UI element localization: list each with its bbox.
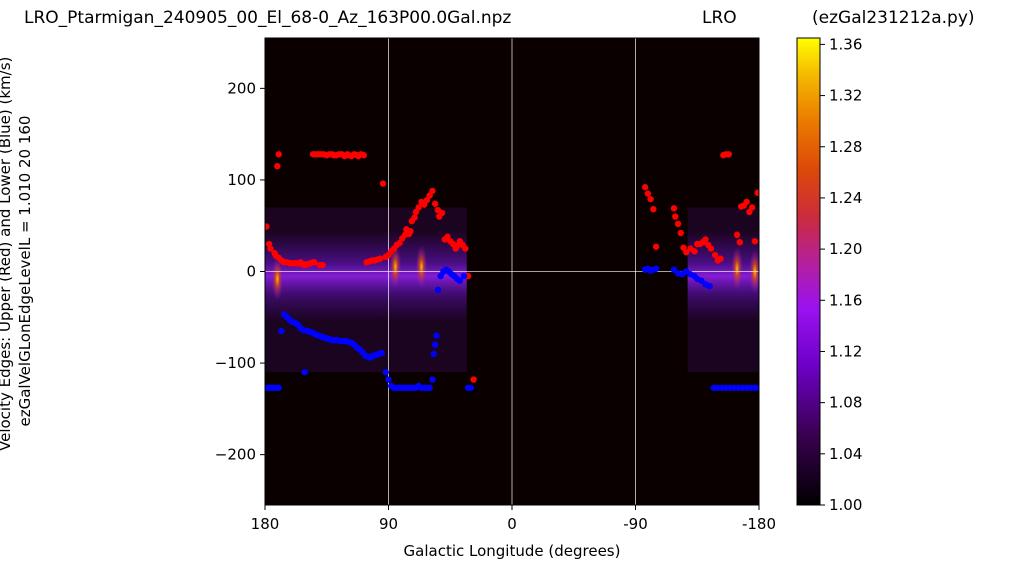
x-tick-label: 90 xyxy=(379,515,398,533)
upper-edge-point xyxy=(411,214,418,221)
upper-edge-point xyxy=(677,229,684,237)
upper-edge-point xyxy=(736,238,743,246)
upper-edge-point xyxy=(711,251,719,259)
colorbar-tick-label: 1.00 xyxy=(829,496,862,514)
upper-edge-point xyxy=(462,245,469,252)
upper-edge-point xyxy=(652,243,660,250)
colorbar-tick-label: 1.08 xyxy=(829,394,862,412)
upper-edge-point xyxy=(470,376,477,383)
y-tick-label: 200 xyxy=(227,79,256,97)
colorbar-tick-label: 1.24 xyxy=(829,189,862,207)
colorbar-tick-label: 1.12 xyxy=(829,342,862,360)
x-tick-label: 180 xyxy=(251,515,280,533)
upper-edge-point xyxy=(415,204,422,211)
upper-edge-point xyxy=(429,187,436,195)
upper-edge-point xyxy=(725,151,733,158)
upper-edge-point xyxy=(377,255,384,262)
colorbar-tick-label: 1.32 xyxy=(829,87,862,105)
upper-edge-point xyxy=(674,220,682,228)
lower-edge-point xyxy=(382,369,389,376)
x-axis-label: Galactic Longitude (degrees) xyxy=(404,542,621,560)
upper-edge-point xyxy=(670,205,678,212)
upper-edge-point xyxy=(265,223,270,230)
lower-edge-point xyxy=(429,376,436,383)
y-tick-label: −100 xyxy=(215,354,256,372)
colorbar-tick-label: 1.36 xyxy=(829,35,862,53)
lower-edge-point xyxy=(434,286,442,294)
lower-edge-point xyxy=(278,327,285,335)
heatmap-hot-spot xyxy=(731,246,744,291)
y-tick-label: −200 xyxy=(215,446,256,464)
lower-edge-point xyxy=(378,349,385,357)
upper-edge-point xyxy=(644,190,652,197)
file-name-label: LRO_Ptarmigan_240905_00_El_68-0_Az_163P0… xyxy=(24,8,512,28)
upper-edge-point xyxy=(707,245,715,252)
lower-edge-point xyxy=(456,277,464,284)
lower-edge-point xyxy=(430,350,437,358)
lower-edge-point xyxy=(467,384,475,391)
program-label: (ezGal231212a.py) xyxy=(812,8,975,28)
upper-edge-point xyxy=(647,195,654,203)
lower-edge-point xyxy=(431,341,439,348)
x-tick-label: -180 xyxy=(742,515,776,533)
upper-edge-point xyxy=(360,152,367,159)
heatmap-hot-spot xyxy=(415,244,428,289)
lower-edge-point xyxy=(275,384,282,391)
lower-edge-point xyxy=(426,384,433,391)
upper-edge-point xyxy=(743,198,750,206)
upper-edge-point xyxy=(379,180,387,187)
upper-edge-point xyxy=(641,184,649,191)
upper-edge-point xyxy=(267,245,274,252)
y-tick-label: 0 xyxy=(246,263,256,281)
lower-edge-point xyxy=(755,384,759,391)
upper-edge-point xyxy=(407,228,414,235)
lower-edge-point xyxy=(301,369,308,376)
upper-edge-point xyxy=(754,189,759,196)
lower-edge-point xyxy=(433,332,440,339)
upper-edge-point xyxy=(672,213,679,220)
upper-edge-point xyxy=(748,204,756,211)
upper-edge-point xyxy=(311,259,318,266)
upper-edge-point xyxy=(431,200,439,207)
upper-edge-point xyxy=(717,255,724,262)
upper-edge-point xyxy=(702,236,709,243)
upper-edge-point xyxy=(319,261,326,269)
colorbar-tick-label: 1.04 xyxy=(829,445,862,463)
upper-edge-point xyxy=(683,249,690,256)
colorbar-tick-label: 1.16 xyxy=(829,291,862,309)
lower-edge-point xyxy=(706,282,713,290)
upper-edge-point xyxy=(733,231,741,239)
heatmap-hot-spot xyxy=(271,256,284,301)
heatmap-region-band xyxy=(265,230,467,322)
lower-edge-point xyxy=(652,265,660,272)
station-label: LRO xyxy=(702,8,737,28)
x-tick-label: 0 xyxy=(507,515,517,533)
upper-edge-point xyxy=(275,151,282,158)
colorbar-tick-label: 1.20 xyxy=(829,240,862,258)
colorbar xyxy=(796,37,821,506)
x-tick-label: -90 xyxy=(623,515,648,533)
upper-edge-point xyxy=(751,238,759,245)
colorbar-tick-label: 1.28 xyxy=(829,138,862,156)
upper-edge-point xyxy=(274,162,281,170)
lower-edge-point xyxy=(385,376,392,383)
lower-edge-point xyxy=(460,272,468,280)
y-tick-label: 100 xyxy=(227,171,256,189)
upper-edge-point xyxy=(650,206,657,213)
heatmap-hot-spot xyxy=(389,244,402,289)
lower-edge-point xyxy=(670,266,678,273)
upper-edge-point xyxy=(438,209,446,217)
lower-edge-point xyxy=(698,277,705,284)
upper-edge-point xyxy=(691,248,698,255)
